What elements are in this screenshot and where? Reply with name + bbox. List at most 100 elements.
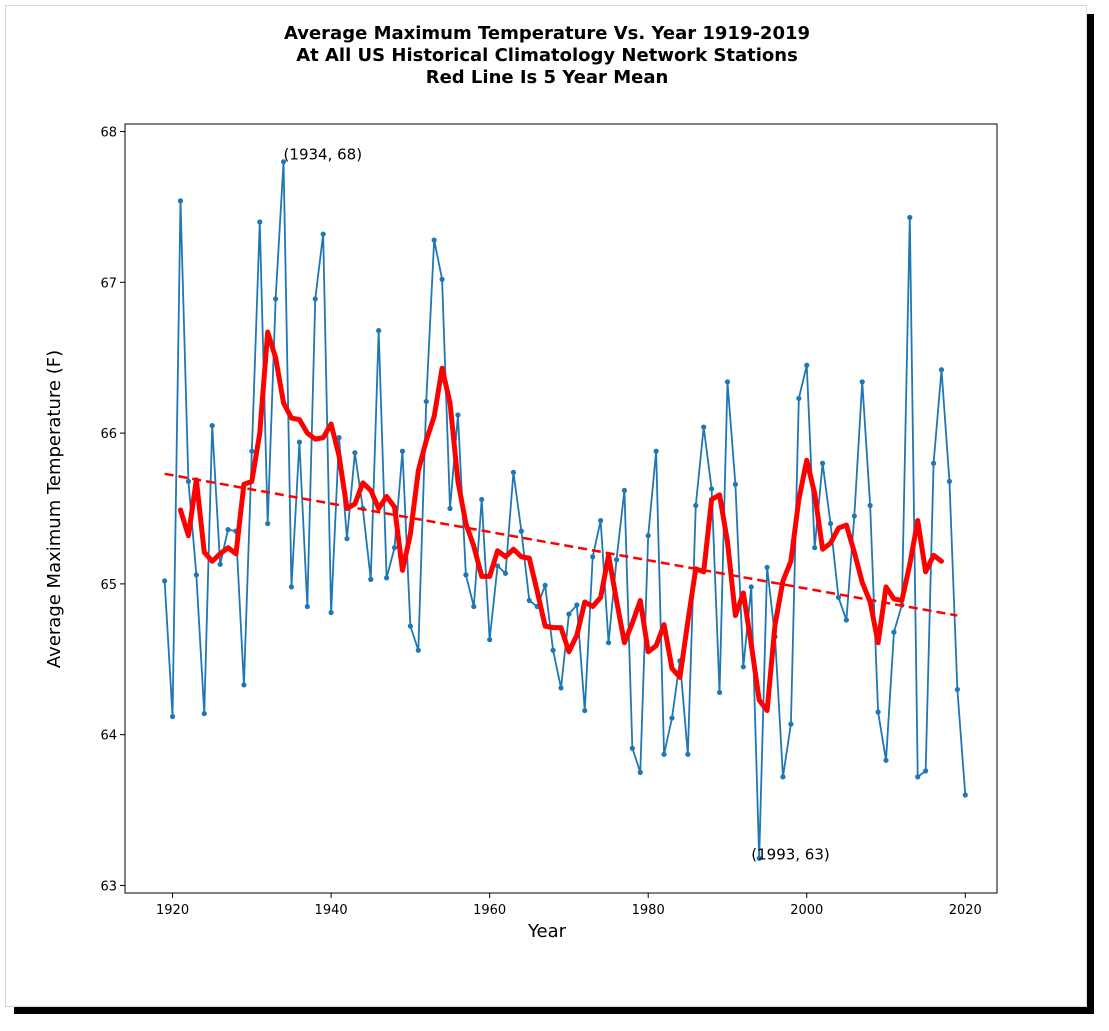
- annual-data-point: [685, 751, 691, 757]
- annual-data-point: [550, 647, 556, 653]
- annual-data-point: [796, 395, 802, 402]
- annual-data-point: [907, 214, 913, 221]
- chart-title-line-1: Average Maximum Temperature Vs. Year 191…: [284, 23, 810, 44]
- annual-data-point: [582, 707, 588, 714]
- annual-data-point: [463, 572, 469, 578]
- trend-line: [164, 472, 958, 617]
- y-tick-label: 66: [100, 427, 117, 442]
- chart-title: Average Maximum Temperature Vs. Year 191…: [284, 23, 810, 88]
- annual-data-point: [590, 554, 596, 560]
- annual-data-point: [748, 584, 754, 590]
- annual-data-point: [629, 745, 635, 751]
- chart-title-line-2: At All US Historical Climatology Network…: [296, 45, 798, 66]
- annual-data-point: [391, 545, 398, 551]
- annual-data-point: [494, 563, 501, 569]
- annual-data-point: [368, 576, 374, 582]
- annual-data-point: [384, 575, 390, 581]
- annual-data-point: [891, 629, 897, 635]
- annual-data-point: [455, 412, 461, 418]
- annual-data-point: [835, 594, 842, 601]
- annual-data-point: [923, 768, 929, 774]
- annual-data-point: [296, 439, 302, 445]
- annual-data-point: [288, 584, 295, 590]
- data-series: [162, 159, 968, 861]
- annual-data-point: [415, 647, 421, 653]
- annual-data-point: [407, 623, 413, 629]
- annual-data-point: [257, 219, 263, 225]
- x-axis-label: Year: [527, 921, 567, 942]
- x-axis-ticks: 1920 1940 1960 1980 2000 2020: [156, 893, 982, 918]
- annual-data-point: [653, 448, 659, 454]
- annual-data-point: [526, 597, 532, 604]
- annual-data-point: [177, 198, 184, 204]
- annual-data-point: [669, 715, 675, 721]
- annual-data-point: [471, 603, 477, 610]
- x-tick-label: 1980: [632, 903, 665, 918]
- annual-data-point: [423, 398, 429, 405]
- annual-data-point: [479, 496, 485, 503]
- annual-data-point: [875, 709, 881, 715]
- annual-data-point: [376, 327, 382, 334]
- annual-data-point: [645, 533, 651, 539]
- annual-data-point: [502, 570, 509, 576]
- annual-data-point: [812, 545, 818, 551]
- annual-data-point: [352, 450, 358, 456]
- annual-data-point: [225, 527, 231, 533]
- annual-data-point: [804, 362, 810, 368]
- annual-data-point: [447, 505, 453, 512]
- y-tick-label: 63: [100, 879, 117, 894]
- annual-data-point: [621, 487, 628, 494]
- annual-data-point: [431, 237, 437, 243]
- annual-data-point: [605, 640, 612, 646]
- annual-data-point: [487, 637, 493, 643]
- y-tick-label: 67: [100, 276, 117, 291]
- figure-frame: [5, 5, 1087, 1007]
- annual-data-point: [938, 367, 945, 373]
- annual-data-point: [859, 379, 865, 385]
- annual-data-point: [851, 513, 857, 519]
- annual-data-point: [336, 435, 342, 441]
- y-axis-label: Average Maximum Temperature (F): [44, 350, 65, 668]
- annual-data-point: [598, 517, 604, 524]
- annual-data-point: [740, 664, 746, 670]
- annual-data-point: [193, 572, 199, 578]
- annual-data-point: [756, 855, 762, 861]
- annual-data-point: [280, 159, 287, 165]
- annual-data-point: [709, 486, 715, 492]
- annual-data-point: [162, 578, 168, 584]
- annual-data-point: [185, 478, 192, 484]
- annual-data-point: [217, 561, 223, 567]
- annual-data-point: [542, 582, 548, 589]
- annual-data-point: [320, 231, 326, 237]
- x-tick-label: 1920: [156, 903, 189, 918]
- annotations: (1934, 68) (1993, 63): [284, 146, 830, 864]
- annual-data-point: [930, 460, 937, 466]
- annual-data-point: [843, 617, 849, 623]
- annual-data-point: [724, 379, 731, 385]
- x-tick-label: 1940: [315, 903, 348, 918]
- annual-data-point: [883, 757, 889, 763]
- annual-data-point: [962, 792, 968, 798]
- annual-data-point: [328, 609, 334, 616]
- extreme-value-annotation: (1993, 63): [751, 845, 830, 863]
- annual-data-point: [510, 469, 517, 475]
- annual-data-point: [732, 481, 739, 487]
- y-tick-label: 68: [100, 126, 117, 141]
- annual-data-point: [827, 520, 834, 527]
- annual-data-point: [201, 710, 207, 717]
- annual-data-point: [637, 769, 643, 775]
- annual-data-point: [249, 448, 255, 454]
- annual-data-point: [693, 502, 699, 509]
- annual-data-point: [566, 611, 572, 617]
- y-tick-label: 64: [100, 729, 117, 744]
- annual-data-point: [788, 721, 794, 727]
- annual-data-point: [439, 276, 445, 282]
- annual-data-point: [169, 713, 176, 720]
- annual-data-point: [518, 528, 524, 534]
- chart-title-line-3: Red Line Is 5 Year Mean: [426, 67, 669, 88]
- annual-data-point: [312, 296, 318, 302]
- x-tick-label: 1960: [473, 903, 506, 918]
- annual-data-point: [820, 460, 826, 466]
- annual-data-point: [915, 774, 921, 780]
